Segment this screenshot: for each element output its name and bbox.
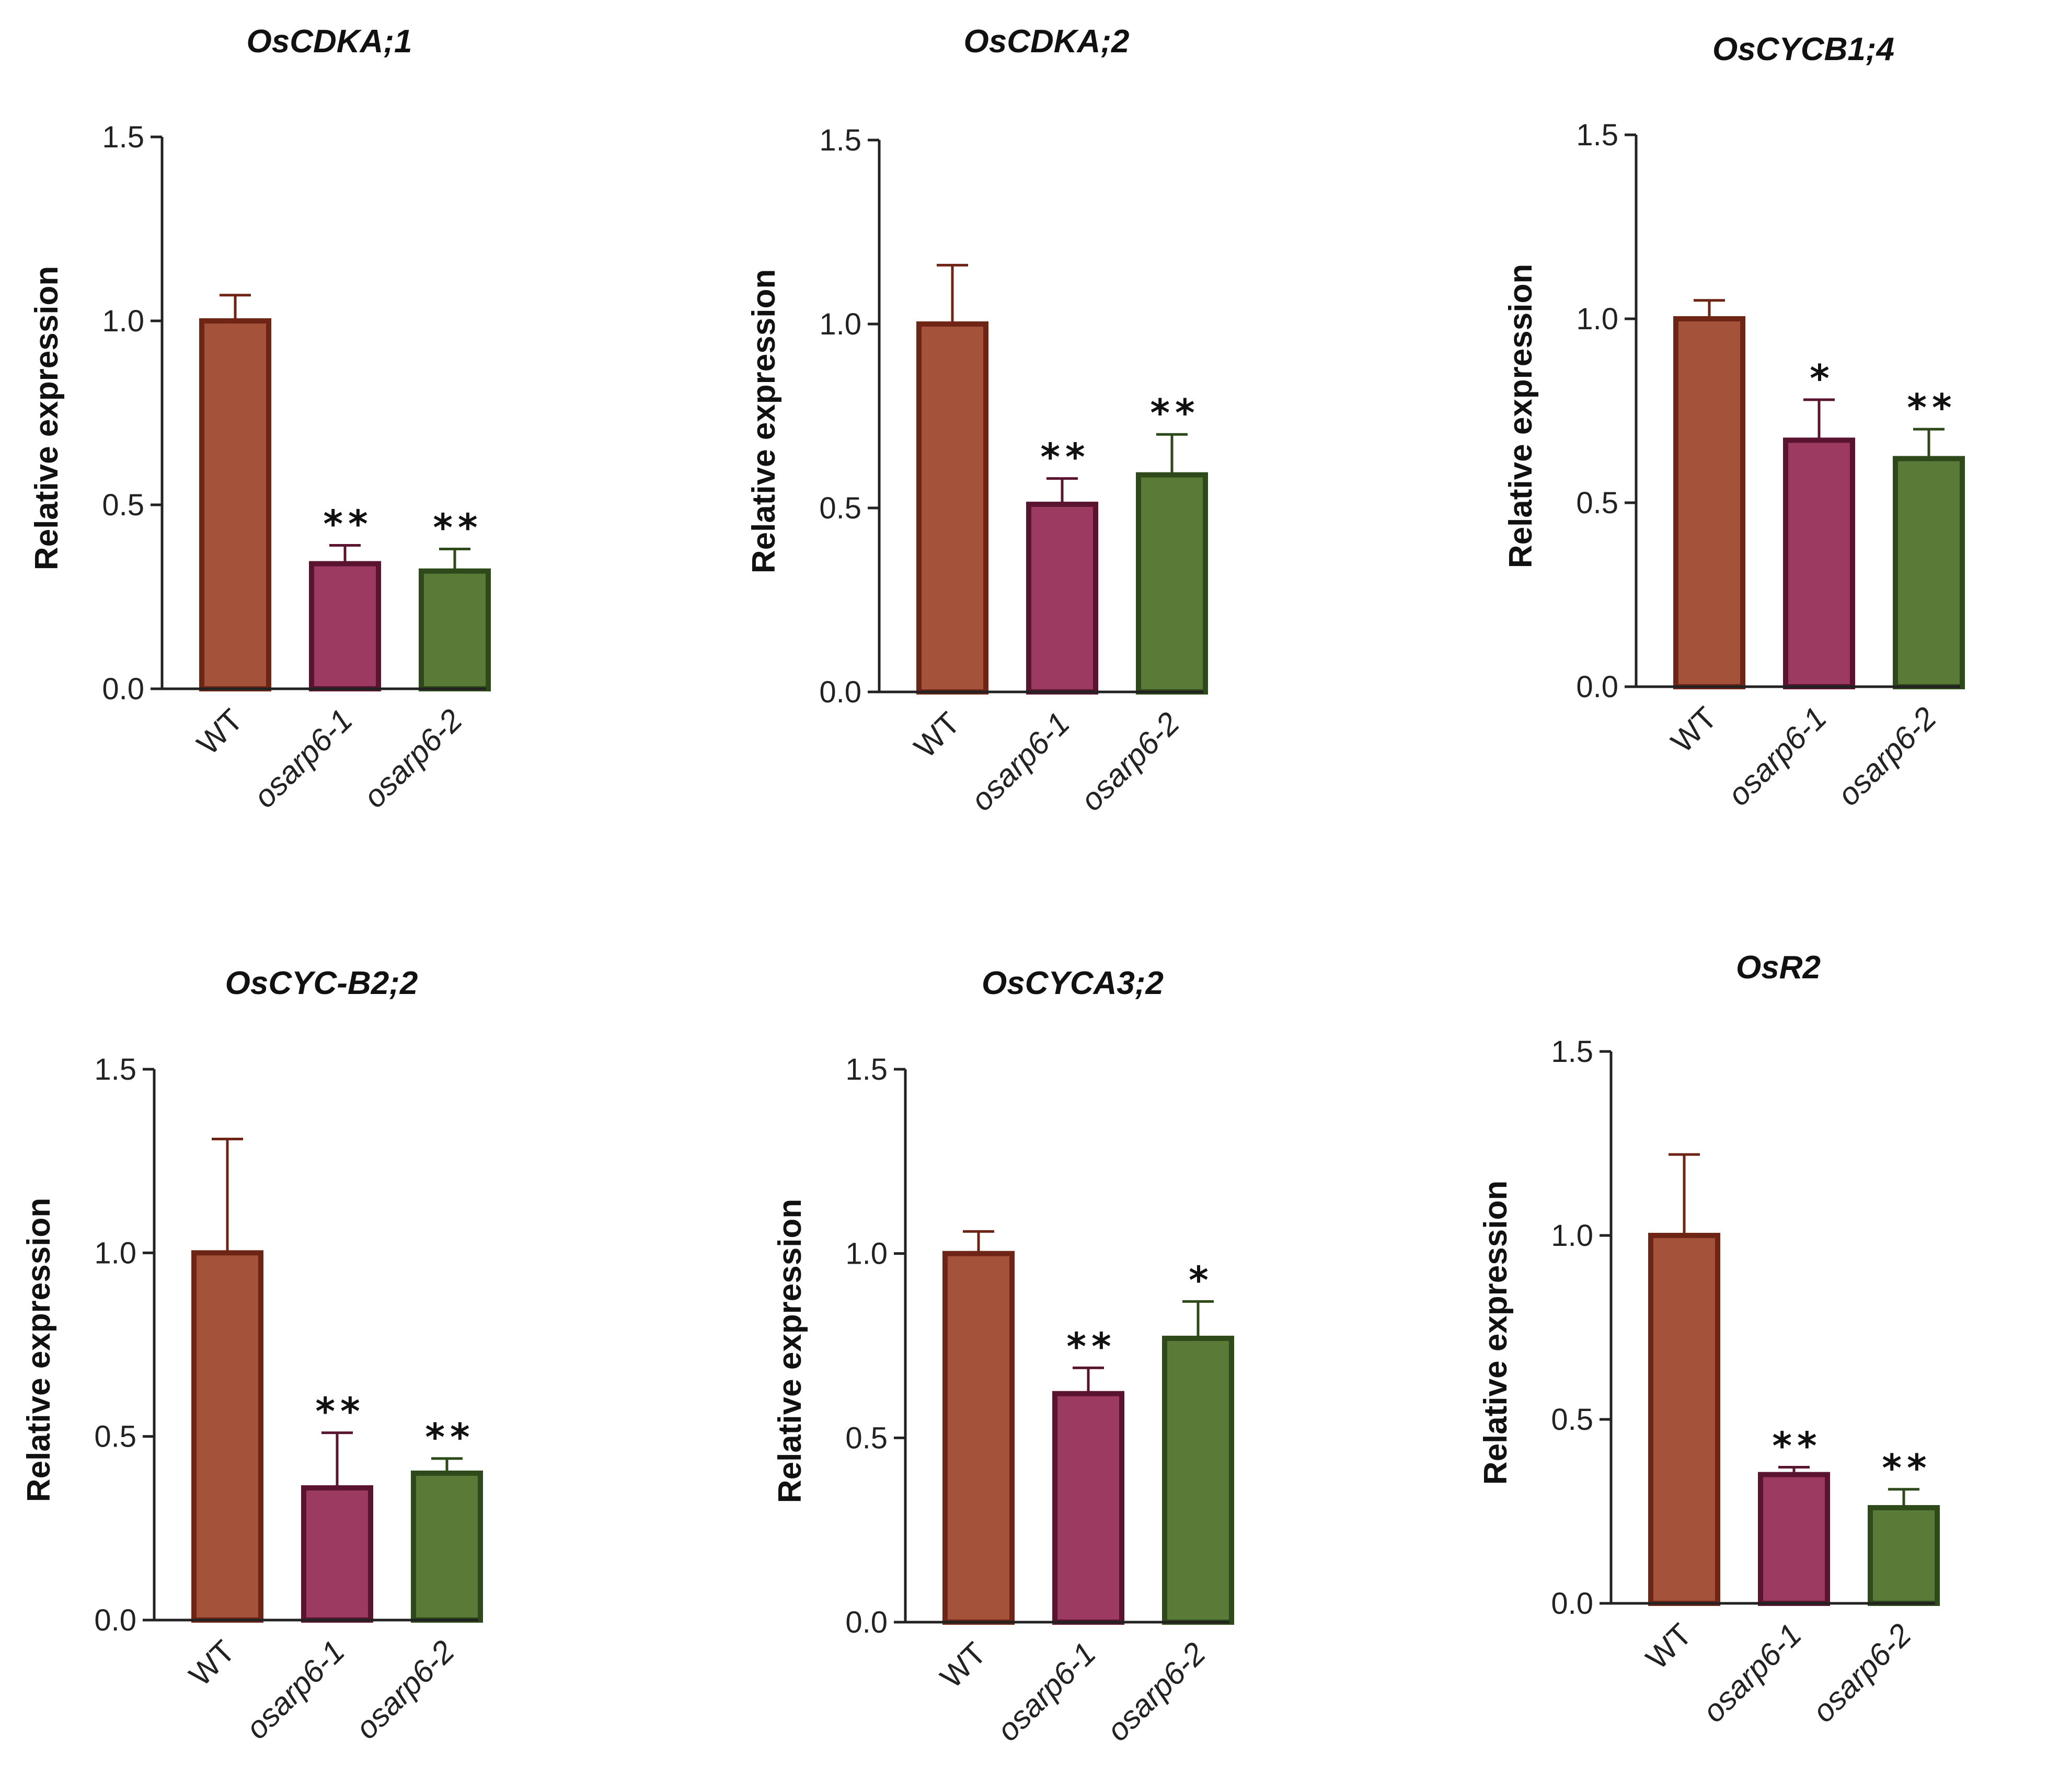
chart-panel: OsCYCA3;2 Relative expression WT ** osarp6-1…: [772, 965, 1234, 1748]
significance-marker: **: [1066, 1324, 1116, 1368]
significance-marker: *: [1189, 1258, 1214, 1302]
bar-osarp6-1: [301, 1485, 373, 1623]
bar-osarp6-1: [1052, 1391, 1124, 1625]
bar-osarp6-2: [419, 568, 491, 691]
y-tick-label: 0.0: [102, 672, 144, 706]
x-tick-label: osarp6-1: [1721, 700, 1833, 813]
y-tick-label: 1.0: [845, 1237, 888, 1271]
significance-marker: **: [1882, 1446, 1931, 1490]
significance-marker: **: [1150, 391, 1200, 435]
y-axis-label: Relative expression: [772, 1199, 808, 1503]
bar-osarp6-2: [1893, 456, 1965, 690]
bar-osarp6-2: [1868, 1505, 1940, 1606]
x-tick-label: WT: [182, 1634, 241, 1693]
y-tick-label: 0.0: [1551, 1587, 1593, 1621]
y-tick-label: 0.5: [1576, 486, 1618, 520]
x-tick-label: WT: [1639, 1617, 1698, 1676]
x-tick-label: osarp6-2: [1074, 706, 1186, 818]
chart-title: OsCYC-B2;2: [225, 965, 418, 1001]
x-tick-label: osarp6-2: [1831, 700, 1943, 813]
chart-title: OsCYCB1;4: [1712, 31, 1894, 67]
y-tick-label: 0.0: [819, 675, 861, 709]
x-tick-label: osarp6-1: [990, 1636, 1102, 1748]
bar-WT: [199, 318, 271, 691]
x-tick-label: osarp6-2: [349, 1634, 461, 1746]
x-tick-label: WT: [934, 1636, 993, 1695]
x-tick-label: WT: [190, 702, 249, 761]
y-tick-label: 1.0: [94, 1236, 136, 1270]
y-tick-label: 0.5: [102, 488, 144, 522]
y-tick-label: 1.5: [819, 123, 861, 157]
y-tick-label: 0.5: [1551, 1403, 1593, 1437]
x-tick-label: osarp6-2: [1805, 1617, 1918, 1729]
significance-marker: **: [323, 502, 373, 546]
y-tick-label: 0.5: [845, 1421, 888, 1455]
y-tick-label: 0.5: [819, 491, 861, 525]
y-tick-label: 1.0: [1576, 302, 1618, 336]
bar-WT: [1673, 316, 1745, 689]
bar-osarp6-1: [1783, 437, 1855, 689]
chart-title: OsCYCA3;2: [982, 965, 1164, 1001]
bar-osarp6-1: [1758, 1472, 1830, 1606]
bar-WT: [916, 321, 988, 695]
bar-WT: [191, 1250, 263, 1623]
x-tick-label: osarp6-1: [239, 1634, 351, 1746]
x-tick-label: osarp6-2: [1100, 1636, 1212, 1748]
y-tick-label: 0.0: [94, 1603, 136, 1637]
bar-osarp6-1: [1026, 501, 1098, 695]
y-tick-label: 1.0: [819, 307, 861, 341]
y-axis-label: Relative expression: [746, 269, 782, 573]
y-axis-label: Relative expression: [1503, 264, 1539, 568]
y-tick-label: 1.5: [845, 1053, 888, 1086]
x-tick-label: osarp6-2: [356, 702, 469, 815]
significance-marker: **: [433, 505, 482, 549]
y-tick-label: 0.0: [1576, 670, 1618, 704]
y-axis-label: Relative expression: [1478, 1181, 1514, 1485]
y-tick-label: 1.0: [102, 304, 144, 338]
x-tick-label: WT: [1664, 700, 1723, 759]
significance-marker: **: [1907, 386, 1957, 430]
y-tick-label: 0.5: [94, 1420, 136, 1454]
significance-marker: **: [315, 1390, 365, 1433]
y-tick-label: 1.5: [1551, 1035, 1593, 1069]
chart-panel: OsCYC-B2;2 Relative expression WT ** osarp6-…: [21, 965, 483, 1746]
chart-panel: OsCDKA;1 Relative expression WT ** osarp6-1 *…: [29, 24, 491, 815]
x-tick-label: WT: [907, 706, 967, 765]
y-tick-label: 1.5: [1576, 118, 1618, 152]
y-tick-label: 1.5: [102, 120, 144, 154]
bar-osarp6-2: [411, 1470, 483, 1623]
significance-marker: **: [425, 1415, 475, 1459]
x-tick-label: osarp6-1: [1696, 1617, 1808, 1729]
chart-panel: OsR2 Relative expression WT ** osarp6-1 ** osa…: [1478, 950, 1940, 1729]
x-tick-label: osarp6-1: [964, 706, 1076, 818]
bar-WT: [1648, 1233, 1720, 1606]
x-tick-label: osarp6-1: [247, 702, 359, 815]
chart-title: OsCDKA;2: [964, 24, 1130, 60]
significance-marker: **: [1040, 435, 1090, 479]
bar-osarp6-1: [309, 561, 381, 692]
bar-osarp6-2: [1136, 472, 1208, 695]
y-tick-label: 0.0: [845, 1605, 888, 1639]
y-axis-label: Relative expression: [29, 266, 65, 570]
significance-marker: **: [1772, 1424, 1822, 1468]
bar-osarp6-2: [1162, 1335, 1234, 1625]
bar-WT: [942, 1251, 1015, 1625]
significance-marker: *: [1810, 356, 1835, 400]
chart-panel: OsCYCB1;4 Relative expression WT * osarp6-1 *…: [1503, 31, 1965, 813]
y-axis-label: Relative expression: [21, 1198, 57, 1502]
chart-panel: OsCDKA;2 Relative expression WT ** osarp6-1 *…: [746, 24, 1208, 818]
chart-title: OsR2: [1736, 950, 1821, 986]
chart-title: OsCDKA;1: [247, 24, 412, 60]
y-tick-label: 1.0: [1551, 1219, 1593, 1253]
y-tick-label: 1.5: [94, 1053, 136, 1086]
